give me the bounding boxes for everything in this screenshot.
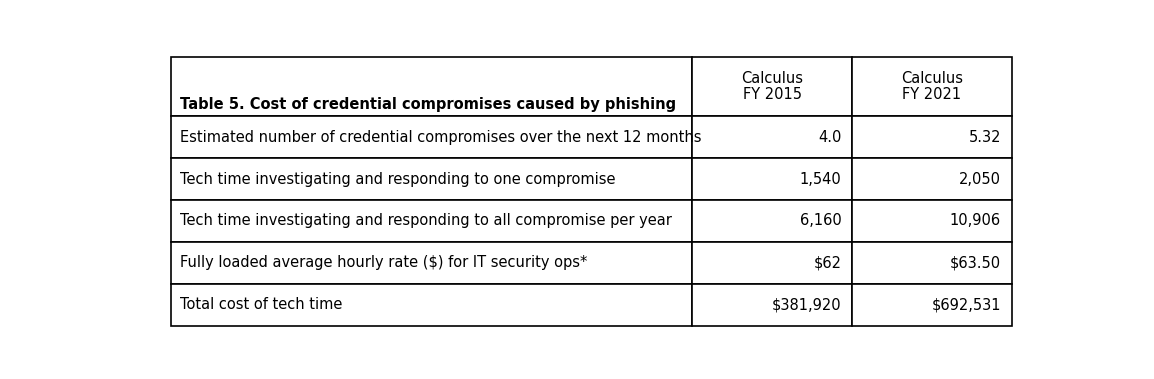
Text: 10,906: 10,906 [950, 213, 1001, 229]
Text: Calculus: Calculus [901, 71, 962, 86]
Bar [852, 116, 1012, 158]
Text: Calculus: Calculus [741, 71, 803, 86]
Text: 2,050: 2,050 [959, 172, 1001, 186]
Text: $62: $62 [814, 255, 841, 270]
Bar [692, 158, 852, 200]
Text: 1,540: 1,540 [800, 172, 841, 186]
Text: Estimated number of credential compromises over the next 12 months: Estimated number of credential compromis… [180, 130, 702, 145]
Text: Total cost of tech time: Total cost of tech time [180, 297, 343, 312]
Bar [852, 158, 1012, 200]
Text: $692,531: $692,531 [931, 297, 1001, 312]
Text: Table 5. Cost of credential compromises caused by phishing: Table 5. Cost of credential compromises … [180, 97, 676, 112]
Bar [171, 200, 692, 242]
Text: 6,160: 6,160 [800, 213, 841, 229]
Bar [171, 57, 692, 116]
Text: FY 2021: FY 2021 [902, 87, 961, 102]
Text: Fully loaded average hourly rate ($) for IT security ops*: Fully loaded average hourly rate ($) for… [180, 255, 587, 270]
Text: FY 2015: FY 2015 [743, 87, 802, 102]
Bar [692, 242, 852, 284]
Bar [692, 57, 852, 116]
Bar [171, 284, 692, 326]
Text: $63.50: $63.50 [950, 255, 1001, 270]
Text: Tech time investigating and responding to one compromise: Tech time investigating and responding t… [180, 172, 615, 186]
Bar [852, 284, 1012, 326]
Text: $381,920: $381,920 [772, 297, 841, 312]
Bar [852, 57, 1012, 116]
Bar [171, 116, 692, 158]
Bar [692, 200, 852, 242]
Text: 4.0: 4.0 [818, 130, 841, 145]
Bar [852, 200, 1012, 242]
Bar [171, 242, 692, 284]
Text: Tech time investigating and responding to all compromise per year: Tech time investigating and responding t… [180, 213, 672, 229]
Text: 5.32: 5.32 [968, 130, 1001, 145]
Bar [692, 284, 852, 326]
Bar [171, 158, 692, 200]
Bar [692, 116, 852, 158]
Bar [852, 242, 1012, 284]
